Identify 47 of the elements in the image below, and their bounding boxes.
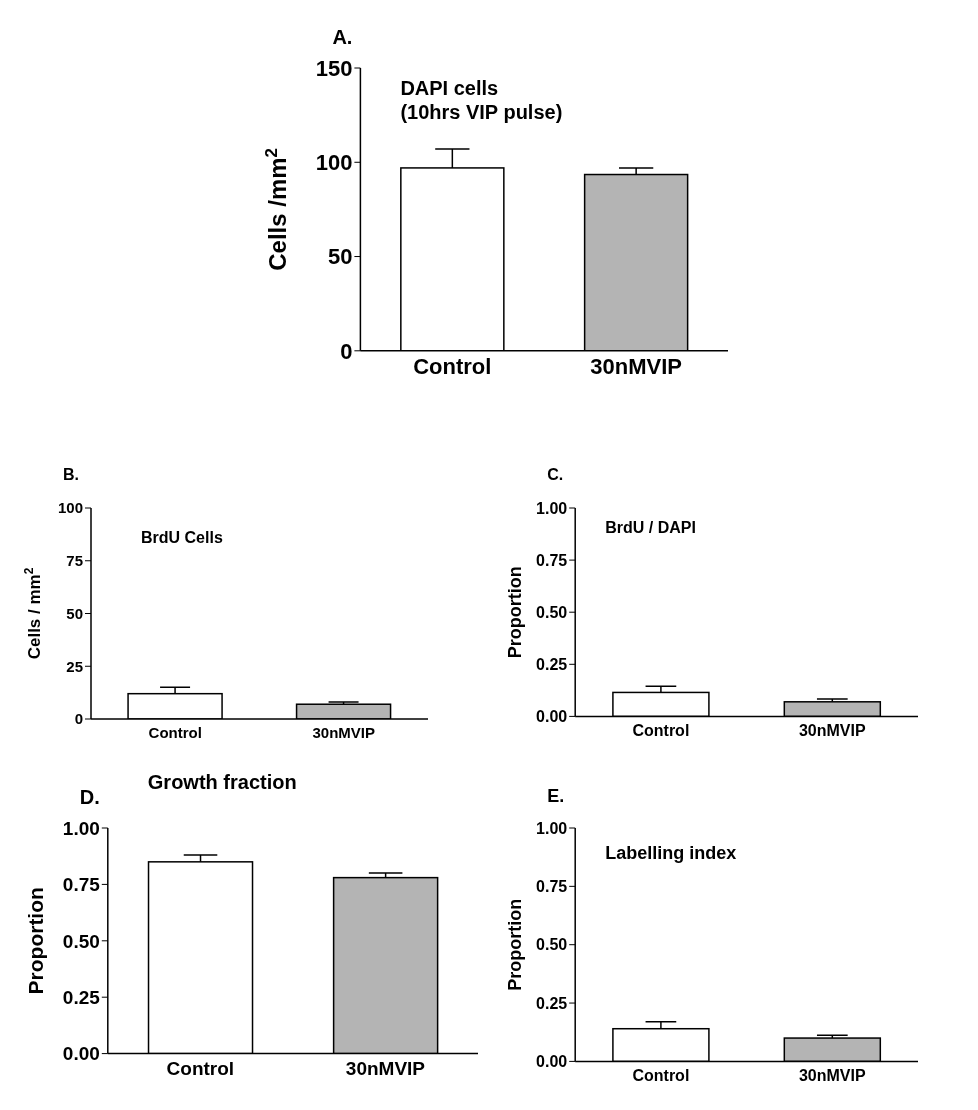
y-tick-label: 0.75 xyxy=(536,878,568,896)
y-tick-label: 100 xyxy=(57,499,83,517)
x-tick-label: 30nMVIP xyxy=(798,721,866,739)
y-tick-label: 0.25 xyxy=(62,986,101,1008)
text: A. xyxy=(332,26,353,49)
y-tick-label: 0.75 xyxy=(536,551,568,569)
y-tick-label: 0.50 xyxy=(536,603,568,621)
text: Labelling index xyxy=(605,843,737,865)
text: BrdU Cells xyxy=(141,528,223,548)
x-tick-label: Control xyxy=(413,354,492,380)
text: E. xyxy=(547,786,565,807)
x-tick-label: Control xyxy=(166,1058,235,1080)
y-tick-label: 0.50 xyxy=(62,930,100,952)
y-tick-label: 0 xyxy=(340,338,353,364)
y-axis-title: Proportion xyxy=(504,566,525,659)
x-tick-label: Control xyxy=(148,723,202,741)
y-axis-title: Proportion xyxy=(504,898,525,991)
y-tick-label: 0 xyxy=(74,710,83,728)
y-tick-label: 100 xyxy=(315,150,353,176)
x-tick-label: 30nMVIP xyxy=(798,1066,866,1084)
y-tick-label: 50 xyxy=(327,244,353,270)
y-tick-label: 0.00 xyxy=(536,708,568,726)
y-tick-label: 0.00 xyxy=(536,1053,568,1071)
x-tick-label: 30nMVIP xyxy=(590,354,682,380)
x-tick-label: 30nMVIP xyxy=(312,723,376,741)
y-tick-label: 0.50 xyxy=(536,936,568,954)
x-tick-label: Control xyxy=(632,721,690,739)
y-tick-label: 1.00 xyxy=(62,817,100,839)
text: C. xyxy=(547,466,564,484)
x-tick-label: 30nMVIP xyxy=(345,1058,426,1080)
y-axis-title: Proportion xyxy=(24,887,48,995)
y-tick-label: 1.00 xyxy=(536,499,568,517)
text: D. xyxy=(79,786,100,809)
text: DAPI cells (10hrs VIP pulse) xyxy=(400,76,563,124)
chart-title: Growth fraction xyxy=(147,770,297,794)
y-tick-label: 0.25 xyxy=(536,655,568,673)
y-tick-label: 150 xyxy=(315,55,353,81)
y-tick-label: 75 xyxy=(66,552,83,570)
y-tick-label: 1.00 xyxy=(536,819,568,837)
y-tick-label: 50 xyxy=(66,604,83,622)
text: BrdU / DAPI xyxy=(605,518,696,538)
text: B. xyxy=(63,466,79,484)
y-tick-label: 0.00 xyxy=(62,1043,100,1065)
y-tick-label: 0.75 xyxy=(62,874,101,896)
y-tick-label: 0.25 xyxy=(536,994,568,1012)
x-tick-label: Control xyxy=(632,1066,690,1084)
y-tick-label: 25 xyxy=(66,657,83,675)
